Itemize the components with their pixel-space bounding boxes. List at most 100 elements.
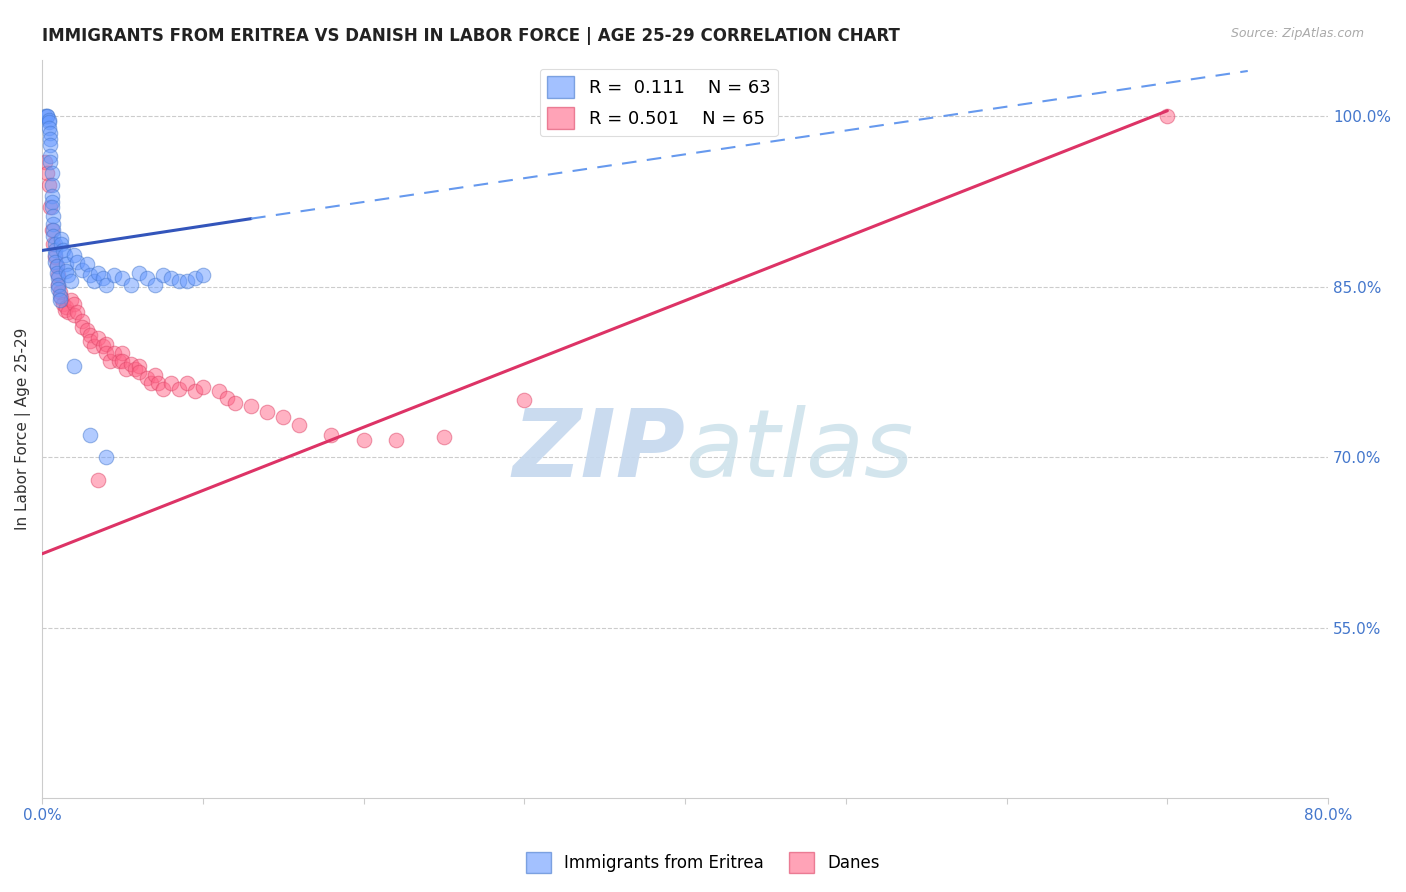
Point <box>46 282 69 296</box>
Point <box>87 473 110 487</box>
Point <box>44 250 66 264</box>
Point <box>53 248 76 262</box>
Point <box>41 178 63 192</box>
Point <box>44 255 66 269</box>
Point <box>41 189 63 203</box>
Point <box>96 277 118 292</box>
Point <box>66 305 89 319</box>
Point <box>143 368 166 383</box>
Point <box>143 277 166 292</box>
Point <box>91 339 114 353</box>
Point <box>79 334 101 349</box>
Point <box>41 223 63 237</box>
Point <box>38 115 60 129</box>
Point <box>108 353 131 368</box>
Text: Source: ZipAtlas.com: Source: ZipAtlas.com <box>1230 27 1364 40</box>
Point <box>159 376 181 391</box>
Point <box>1365 144 1388 158</box>
Point <box>128 365 150 379</box>
Point <box>60 293 83 308</box>
Point <box>49 293 72 308</box>
Point <box>44 248 66 262</box>
Point <box>56 305 79 319</box>
Point <box>72 314 94 328</box>
Point <box>184 270 207 285</box>
Point <box>91 270 114 285</box>
Point <box>120 277 142 292</box>
Point <box>176 376 198 391</box>
Point <box>114 361 136 376</box>
Point <box>96 336 118 351</box>
Point <box>49 285 72 300</box>
Point <box>46 277 69 292</box>
Point <box>49 289 72 303</box>
Point <box>215 391 238 405</box>
Point <box>41 200 63 214</box>
Point <box>45 266 67 280</box>
Point <box>52 244 75 258</box>
Point <box>39 132 62 146</box>
Point <box>41 166 63 180</box>
Point <box>353 433 375 447</box>
Point <box>66 255 89 269</box>
Point <box>63 359 86 374</box>
Point <box>44 236 66 251</box>
Point <box>79 427 101 442</box>
Point <box>208 384 231 399</box>
Point <box>111 270 134 285</box>
Point <box>45 260 67 274</box>
Point <box>288 418 311 433</box>
Point <box>111 353 134 368</box>
Point <box>98 353 121 368</box>
Point <box>42 217 65 231</box>
Point <box>141 376 163 391</box>
Point <box>42 228 65 243</box>
Point <box>35 109 58 123</box>
Point <box>76 257 98 271</box>
Point <box>513 393 536 408</box>
Point <box>34 154 56 169</box>
Point <box>35 166 58 180</box>
Point <box>96 450 118 465</box>
Point <box>83 339 105 353</box>
Point <box>51 232 73 246</box>
Point <box>111 345 134 359</box>
Point <box>152 268 174 283</box>
Point <box>60 274 83 288</box>
Point <box>159 270 181 285</box>
Text: atlas: atlas <box>685 406 914 497</box>
Point <box>256 405 278 419</box>
Point <box>120 357 142 371</box>
Point <box>39 137 62 152</box>
Point <box>87 331 110 345</box>
Point <box>79 268 101 283</box>
Point <box>53 302 76 317</box>
Point <box>55 264 77 278</box>
Point <box>39 127 62 141</box>
Point <box>184 384 207 399</box>
Point <box>191 268 214 283</box>
Point <box>63 308 86 322</box>
Point <box>96 345 118 359</box>
Point <box>55 300 77 314</box>
Point <box>135 270 157 285</box>
Point <box>52 297 75 311</box>
Point <box>135 370 157 384</box>
Point <box>79 327 101 342</box>
Point <box>34 109 56 123</box>
Point <box>103 268 125 283</box>
Point <box>384 433 406 447</box>
Point <box>72 262 94 277</box>
Point <box>128 266 150 280</box>
Point <box>46 277 69 292</box>
Point <box>167 274 190 288</box>
Point <box>433 430 456 444</box>
Point <box>63 297 86 311</box>
Point <box>1156 109 1178 123</box>
Point <box>152 382 174 396</box>
Point <box>146 376 169 391</box>
Point <box>51 236 73 251</box>
Point <box>72 319 94 334</box>
Point <box>124 361 146 376</box>
Point <box>42 210 65 224</box>
